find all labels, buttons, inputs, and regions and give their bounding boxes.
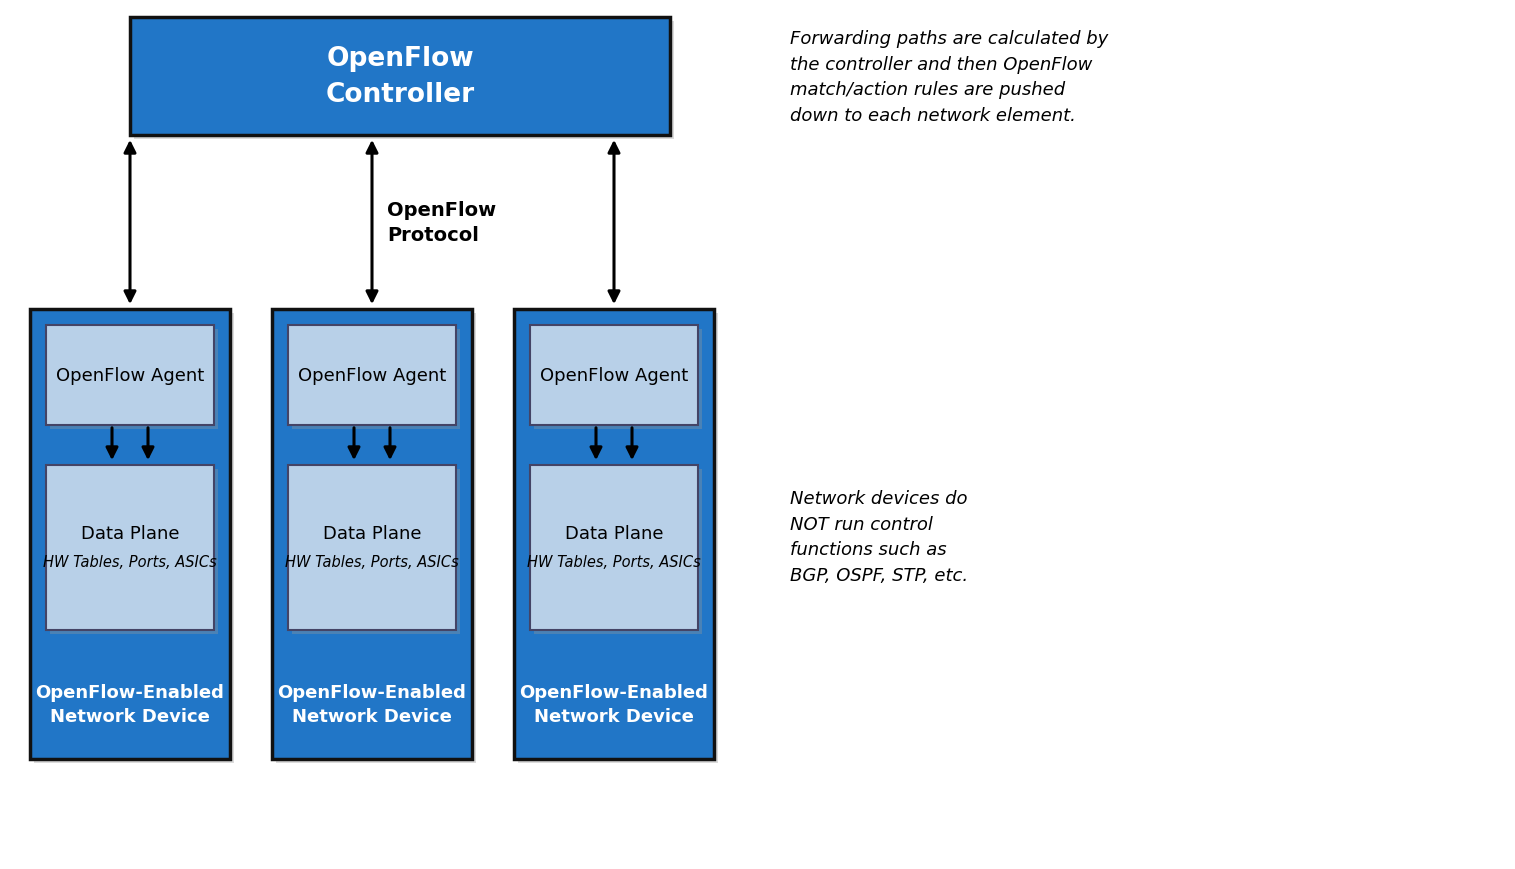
Bar [33, 314, 233, 763]
Text: HW Tables, Ports, ASICs: HW Tables, Ports, ASICs [42, 554, 217, 569]
Bar [533, 329, 701, 429]
Bar [273, 309, 473, 760]
Text: OpenFlow Agent: OpenFlow Agent [539, 367, 688, 385]
Bar [45, 466, 214, 630]
Bar [292, 329, 461, 429]
Bar [50, 469, 218, 634]
Bar [133, 22, 674, 140]
Text: OpenFlow Agent: OpenFlow Agent [56, 367, 205, 385]
Bar [50, 329, 218, 429]
Text: Data Plane: Data Plane [323, 525, 421, 543]
Bar [518, 314, 718, 763]
Text: OpenFlow
Controller: OpenFlow Controller [326, 46, 474, 108]
Bar [45, 326, 214, 426]
Bar [533, 469, 701, 634]
Bar [30, 309, 230, 760]
Text: Data Plane: Data Plane [565, 525, 664, 543]
Bar [276, 314, 476, 763]
Bar [288, 466, 456, 630]
Bar [530, 466, 698, 630]
Text: Data Plane: Data Plane [80, 525, 179, 543]
Bar [130, 18, 670, 136]
Text: OpenFlow Agent: OpenFlow Agent [298, 367, 445, 385]
Text: OpenFlow-Enabled
Network Device: OpenFlow-Enabled Network Device [520, 683, 709, 725]
Bar [530, 326, 698, 426]
Text: OpenFlow-Enabled
Network Device: OpenFlow-Enabled Network Device [277, 683, 467, 725]
Text: Forwarding paths are calculated by
the controller and then OpenFlow
match/action: Forwarding paths are calculated by the c… [789, 30, 1109, 125]
Text: OpenFlow-Enabled
Network Device: OpenFlow-Enabled Network Device [35, 683, 224, 725]
Text: Network devices do
NOT run control
functions such as
BGP, OSPF, STP, etc.: Network devices do NOT run control funct… [789, 489, 968, 585]
Bar [514, 309, 714, 760]
Text: HW Tables, Ports, ASICs: HW Tables, Ports, ASICs [285, 554, 459, 569]
Bar [292, 469, 461, 634]
Text: HW Tables, Ports, ASICs: HW Tables, Ports, ASICs [527, 554, 701, 569]
Text: OpenFlow
Protocol: OpenFlow Protocol [386, 201, 495, 245]
Bar [288, 326, 456, 426]
